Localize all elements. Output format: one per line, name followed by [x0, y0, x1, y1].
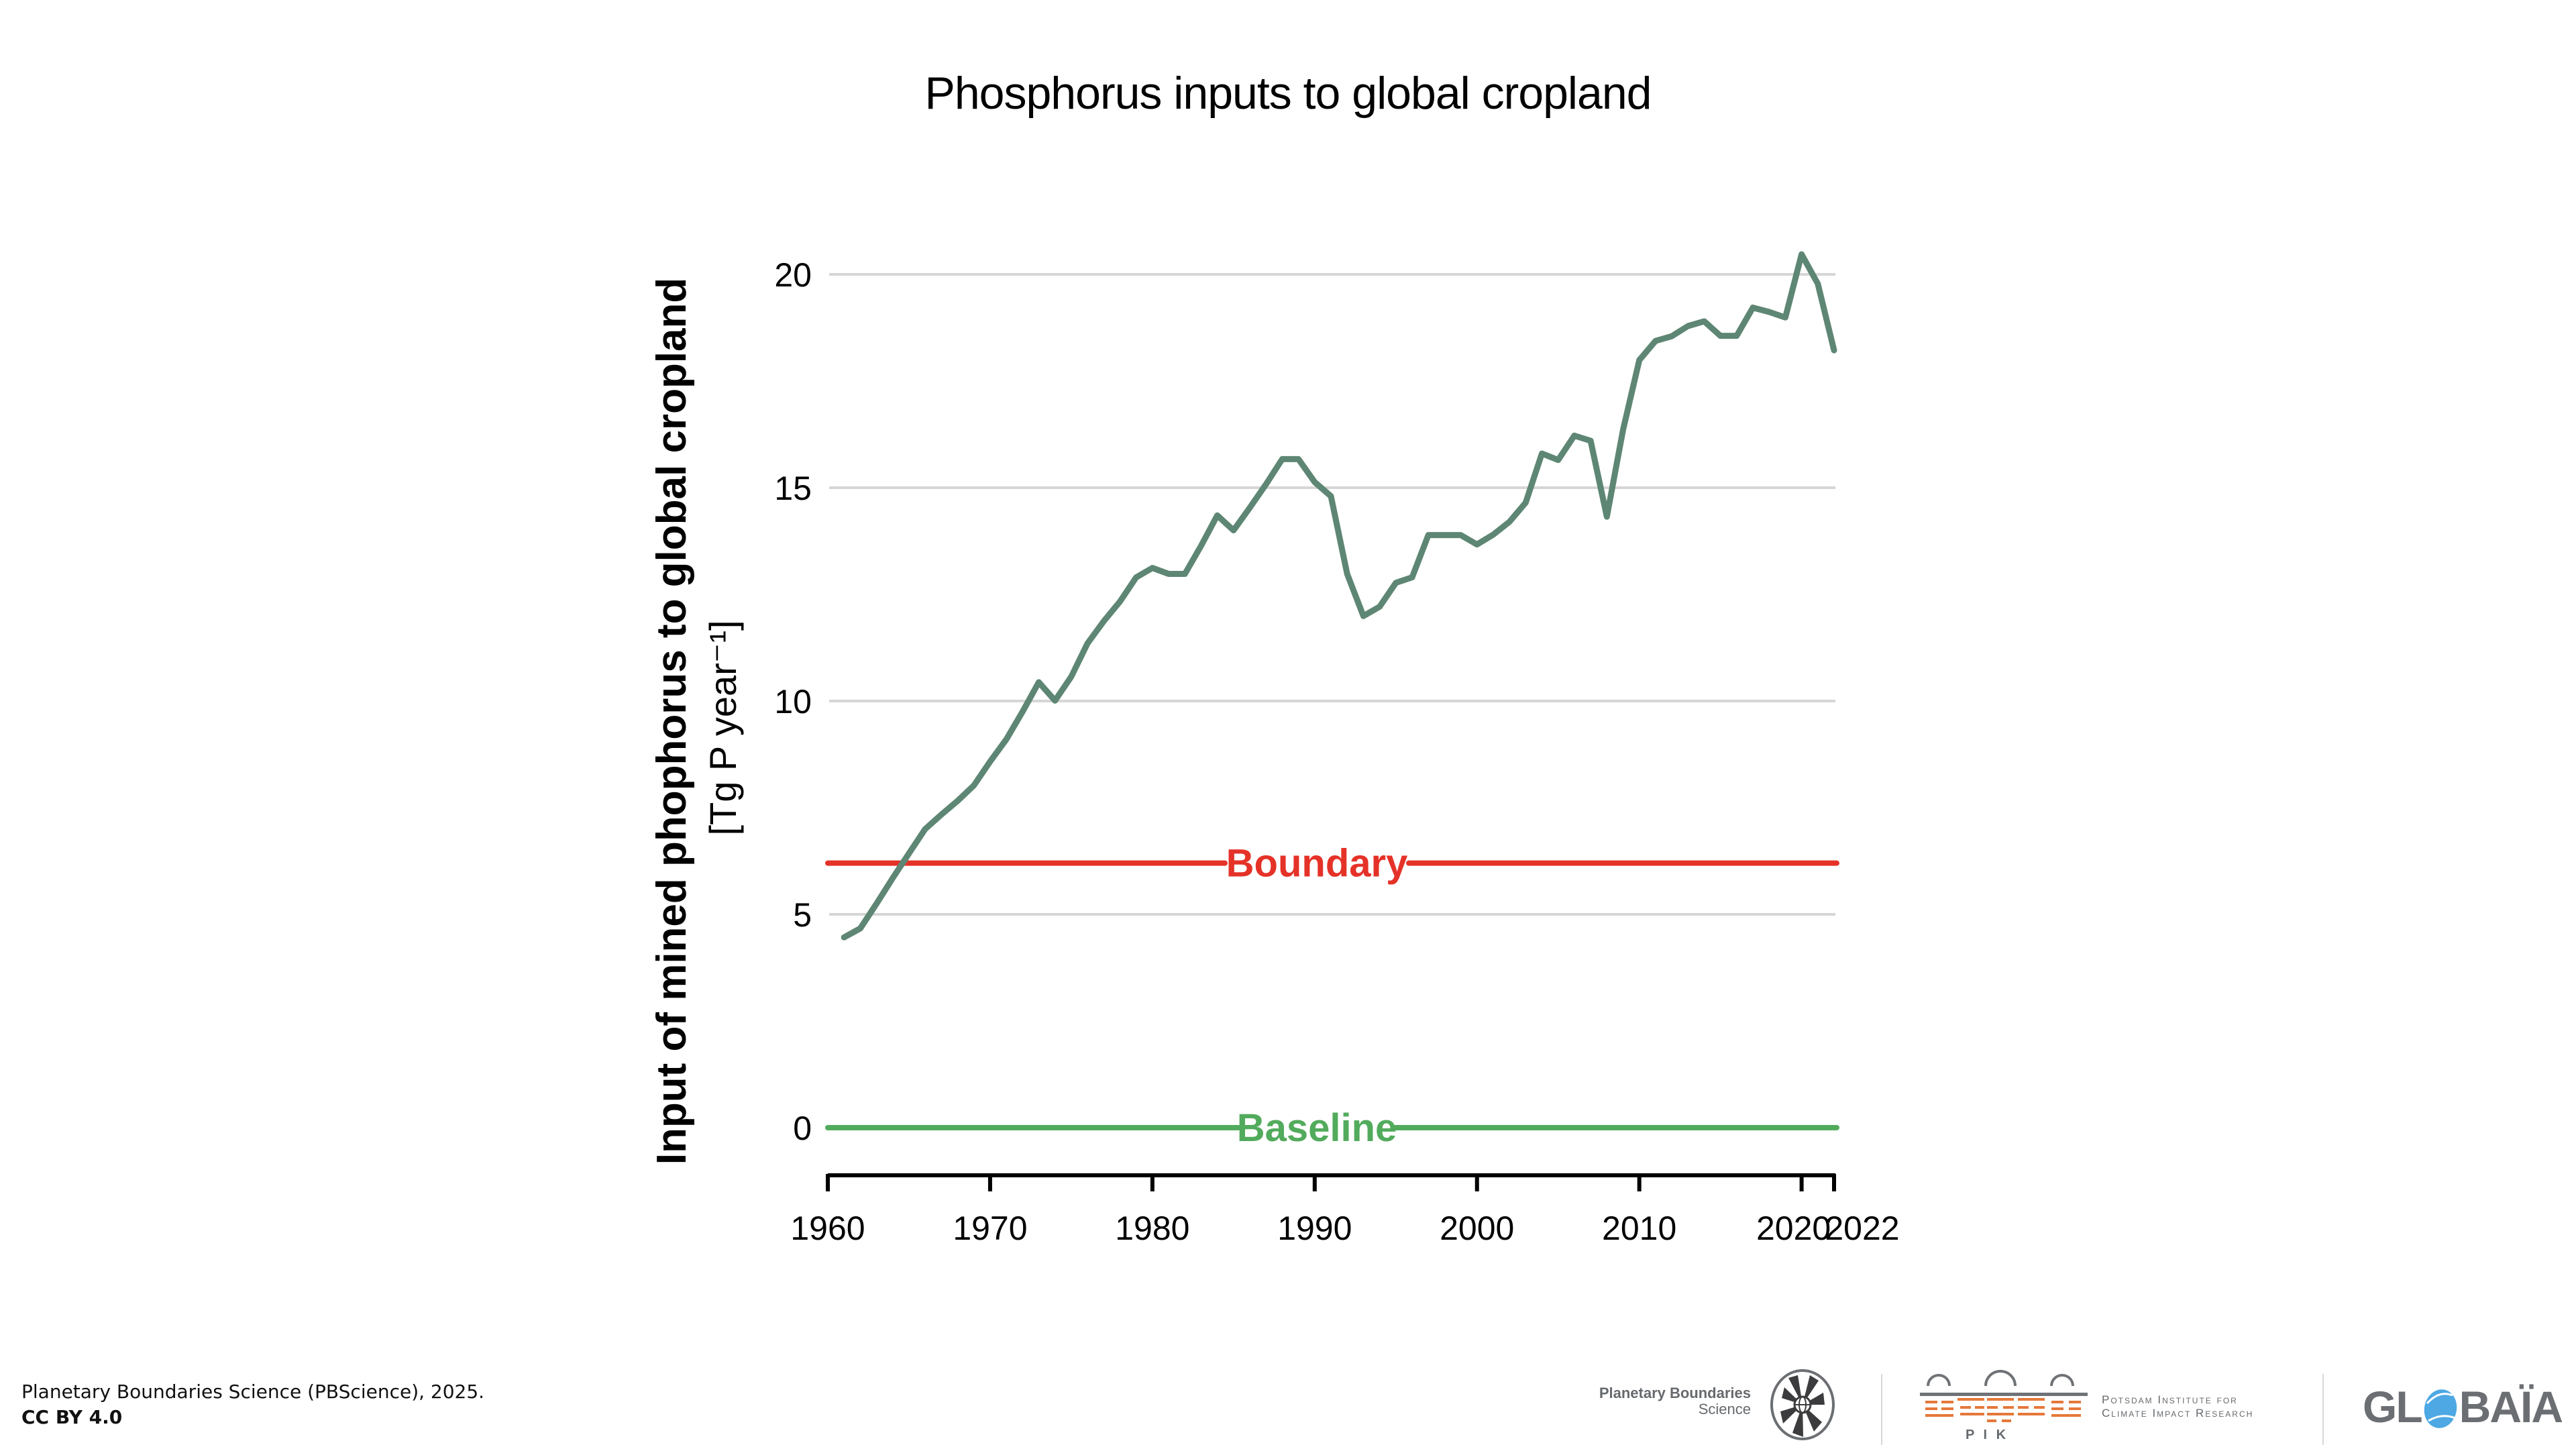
- boundary-label: Boundary: [1226, 842, 1408, 885]
- y-axis-unit: [Tg P year⁻¹]: [702, 620, 744, 835]
- globaia-logo: GL BAÏA: [2363, 1382, 2563, 1432]
- x-tick-label: 1970: [953, 1210, 1027, 1247]
- pik-logo-line1: Potsdam Institute for: [2102, 1393, 2238, 1406]
- y-axis-title: Input of mined phophorus to global cropl…: [649, 278, 695, 1165]
- y-tick-label: 20: [774, 256, 812, 294]
- pik-logo-line2: Climate Impact Research: [2102, 1407, 2254, 1419]
- x-tick-label: 2000: [1440, 1210, 1514, 1247]
- footer-license: CC BY 4.0: [21, 1406, 123, 1428]
- globe-icon: [2424, 1389, 2457, 1428]
- series-line: [841, 251, 1837, 941]
- x-tick-label: 1990: [1277, 1210, 1352, 1247]
- pik-emblem-icon: [1920, 1370, 2088, 1422]
- globaia-logo-left: GL: [2363, 1382, 2423, 1432]
- logo-divider: [2322, 1374, 2324, 1445]
- globaia-logo-right: BAÏA: [2459, 1382, 2563, 1432]
- footer-credit: Planetary Boundaries Science (PBScience)…: [21, 1381, 485, 1403]
- pbs-emblem-icon: [1770, 1369, 1835, 1440]
- pik-letters: P I K: [1966, 1428, 2009, 1442]
- y-tick-label: 15: [774, 470, 812, 507]
- logo-divider: [1881, 1374, 1882, 1445]
- x-tick-label: 1960: [790, 1210, 865, 1247]
- x-tick-label: 2010: [1602, 1210, 1676, 1247]
- y-axis-title-group: Input of mined phophorus to global cropl…: [649, 278, 744, 1165]
- y-tick-labels: 0 5 10 15 20: [774, 256, 812, 1147]
- x-tick-label: 2020: [1756, 1210, 1831, 1247]
- pbs-logo-line2: Science: [1698, 1401, 1751, 1417]
- baseline-label: Baseline: [1237, 1106, 1397, 1150]
- data-series: [841, 251, 1837, 941]
- x-tick-label: 2022: [1825, 1210, 1899, 1247]
- x-tick-label: 1980: [1115, 1210, 1189, 1247]
- reference-lines: Boundary Baseline: [825, 842, 1839, 1150]
- chart-title: Phosphorus inputs to global cropland: [924, 68, 1652, 119]
- y-tick-label: 5: [793, 896, 812, 934]
- y-tick-label: 0: [793, 1110, 812, 1147]
- pbs-logo-line1: Planetary Boundaries: [1599, 1385, 1751, 1401]
- y-tick-label: 10: [774, 683, 812, 720]
- gridlines: [829, 273, 1835, 916]
